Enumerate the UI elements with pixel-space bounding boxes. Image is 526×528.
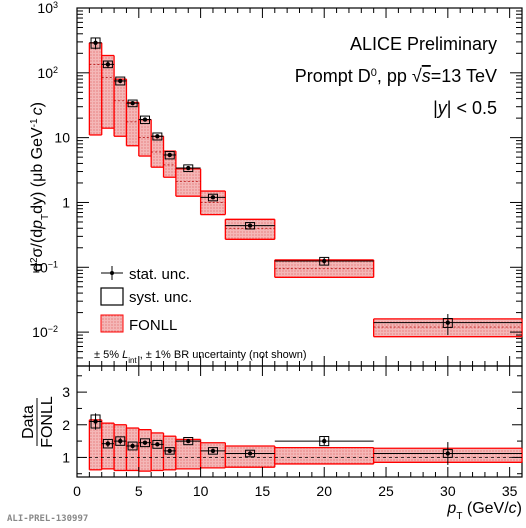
data-point: [186, 165, 191, 171]
ratio-y-ticks: 1 2 3: [62, 375, 522, 475]
ratio-y-axis-label: Data FONLL: [20, 396, 56, 448]
ratio-point: [142, 440, 148, 445]
rapidity-label: |y| < 0.5: [433, 98, 497, 118]
data-point: [247, 223, 253, 228]
ratio-point: [155, 442, 160, 447]
x-tick-label: 0: [73, 483, 81, 499]
fonll-band: [151, 136, 164, 168]
y-tick-label: 103: [37, 0, 58, 16]
x-tick-label: 5: [135, 483, 143, 499]
main-panel-frame: [76, 7, 523, 367]
data-point: [118, 78, 123, 84]
ratio-fonll-band: [126, 428, 139, 471]
data-point: [322, 258, 327, 264]
legend-fonll-marker: [100, 314, 124, 333]
data-point: [167, 152, 172, 158]
legend-syst-label: syst. unc.: [129, 289, 192, 306]
legend-fonll-label: FONLL: [129, 317, 177, 334]
fonll-band: [163, 151, 176, 178]
x-tick-label: 20: [316, 483, 332, 499]
chart-title: ALICE Preliminary: [350, 34, 497, 54]
ratio-fonll-band: [89, 419, 102, 470]
fonll-band: [89, 42, 102, 135]
data-point: [93, 40, 98, 46]
x-tick-label: 25: [378, 483, 394, 499]
ratio-point: [210, 448, 216, 454]
chart-subtitle: Prompt D0, pp √s=13 TeV: [295, 66, 497, 86]
main-y-axis-label: d2σ/(dpTdy) (μb GeV-1c): [29, 102, 51, 272]
x-axis-label: pT (GeV/c): [446, 500, 522, 522]
ratio-point: [118, 438, 123, 444]
legend-stat-label: stat. unc.: [129, 266, 190, 283]
ratio-fonll-bands: [88, 419, 523, 472]
ratio-points: [89, 413, 522, 465]
ratio-point: [105, 441, 111, 446]
data-points: [89, 37, 522, 336]
fonll-band: [175, 168, 201, 197]
ratio-point: [445, 451, 451, 456]
y-tick-label: 1: [62, 194, 70, 210]
ratio-fonll-band: [138, 429, 152, 472]
ratio-x-ticks: 0 5 10 15 20 25 30 35: [73, 366, 523, 499]
fonll-band: [126, 102, 139, 146]
data-point: [142, 117, 148, 122]
ratio-y-tick-label: 2: [62, 417, 70, 433]
ratio-fonll-band: [175, 439, 201, 469]
ratio-y-tick-label: 3: [62, 384, 70, 400]
ratio-point: [167, 448, 172, 454]
luminosity-note: ± 5% Lint , ± 1% BR uncertainty (not sho…: [94, 349, 307, 365]
data-point: [130, 100, 135, 106]
ratio-y-tick-label: 1: [62, 449, 70, 465]
fonll-band: [138, 119, 152, 157]
legend: stat. unc. syst. unc. FONLL: [100, 266, 192, 334]
data-point: [210, 195, 216, 200]
y-tick-label: 10−2: [32, 324, 58, 340]
x-tick-label: 10: [193, 483, 209, 499]
main-x-ticks: [76, 8, 523, 366]
x-tick-label: 30: [440, 483, 456, 499]
y-tick-label: 10: [54, 130, 70, 146]
fonll-band: [114, 79, 127, 137]
x-tick-label: 15: [255, 483, 271, 499]
x-tick-label: 35: [502, 483, 518, 499]
ratio-point: [93, 419, 98, 424]
ratio-point: [247, 451, 253, 456]
ratio-fonll-band: [274, 447, 374, 464]
fonll-band: [101, 55, 115, 129]
fonll-bands: [88, 42, 523, 338]
ratio-ylabel-bottom: FONLL: [39, 396, 56, 448]
y-tick-label: 10−1: [32, 259, 58, 275]
ratio-point: [186, 438, 191, 444]
ratio-ylabel-top: Data: [20, 405, 37, 439]
data-point: [445, 320, 451, 325]
figure-id: ALI-PREL-130997: [7, 514, 88, 524]
ratio-fonll-band: [114, 424, 127, 471]
ratio-fonll-band: [200, 442, 226, 468]
legend-syst-marker: [100, 287, 124, 306]
ratio-fonll-band: [151, 432, 164, 471]
legend-stat-marker-dot: [110, 271, 114, 275]
data-point: [155, 134, 160, 139]
y-tick-label: 102: [37, 65, 58, 81]
ratio-point: [322, 438, 327, 444]
data-point: [105, 62, 111, 67]
main-y-ticks: 10−2 10−1 1 10 102 103: [32, 0, 522, 367]
ratio-point: [130, 443, 135, 449]
